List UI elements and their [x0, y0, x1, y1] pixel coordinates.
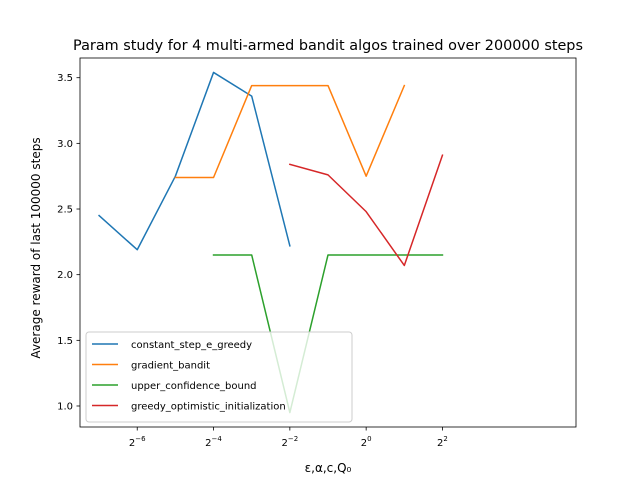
series-line-greedy_optimistic_initialization — [288, 154, 444, 267]
axes-frame — [79, 57, 577, 428]
x-tick-label-exponent: 2 — [443, 435, 447, 443]
x-tick-label-base: 2 — [281, 438, 287, 449]
x-tick-label-exponent: −4 — [212, 435, 223, 443]
y-tick-label: 2.0 — [57, 270, 73, 281]
chart-title: Param study for 4 multi-armed bandit alg… — [73, 38, 583, 54]
y-tick-label: 3.5 — [57, 73, 73, 84]
series-line-upper_confidence_bound — [212, 254, 444, 414]
x-tick-label: 2−2 — [281, 435, 298, 449]
x-tick-label-exponent: −2 — [288, 435, 298, 443]
x-tick-label: 20 — [361, 435, 372, 449]
legend-box — [85, 331, 353, 423]
x-tick-label-base: 2 — [437, 438, 443, 449]
series-line-constant_step_e_greedy — [98, 71, 291, 251]
x-tick-label-base: 2 — [361, 438, 367, 449]
series-line-gradient_bandit — [174, 84, 406, 179]
x-tick-label-base: 2 — [129, 438, 135, 449]
axes: 2−6 2−4 2−2 20 221.01.52.02.53.03.5 — [57, 57, 577, 449]
x-axis-label: ε,α,c,Q₀ — [305, 461, 352, 475]
y-axis-label: Average reward of last 100000 steps — [29, 137, 43, 358]
legend-entry-greedy_optimistic_initialization: greedy_optimistic_initialization — [131, 402, 286, 413]
x-tick-label-exponent: 0 — [367, 435, 371, 443]
y-tick-label: 1.5 — [57, 336, 73, 347]
x-tick-label: 2−6 — [129, 435, 146, 449]
legend-entry-constant_step_e_greedy: constant_step_e_greedy — [131, 340, 252, 351]
legend-entry-gradient_bandit: gradient_bandit — [131, 361, 210, 372]
y-tick-label: 1.0 — [57, 401, 73, 412]
y-tick-label: 2.5 — [57, 205, 73, 216]
x-tick-label-exponent: −6 — [135, 435, 146, 443]
legend: constant_step_e_greedy gradient_banditupp… — [85, 331, 353, 423]
legend-entry-upper_confidence_bound: upper_confidence_bound — [131, 381, 257, 392]
x-tick-label: 22 — [437, 435, 448, 449]
plot-area — [98, 71, 444, 414]
y-tick-label: 3.0 — [57, 139, 73, 150]
x-tick-label-base: 2 — [205, 438, 211, 449]
x-tick-label: 2−4 — [205, 435, 222, 449]
